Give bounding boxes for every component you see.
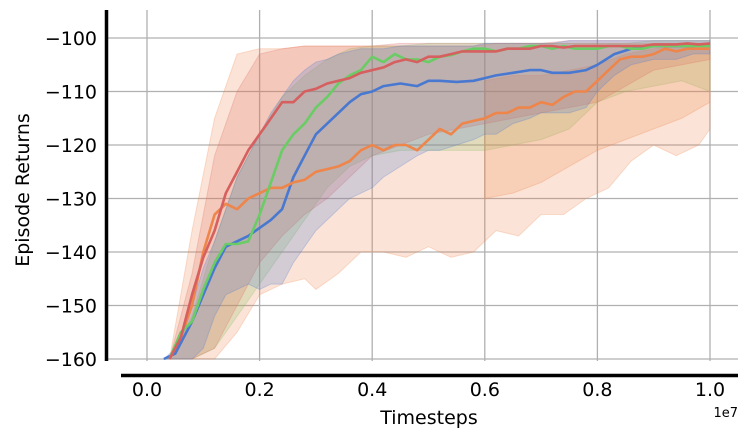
series-line bbox=[168, 47, 710, 360]
grid bbox=[108, 10, 738, 361]
x-tick-label: 0.0 bbox=[132, 379, 162, 401]
series-line bbox=[168, 42, 711, 360]
confidence-band bbox=[168, 40, 711, 360]
x-tick-label: 0.2 bbox=[244, 379, 274, 401]
y-tick-label: −150 bbox=[45, 296, 97, 318]
x-tick-labels: 0.0 0.2 0.4 0.6 0.8 1.0 bbox=[132, 379, 725, 401]
x-tick-label: 0.8 bbox=[582, 379, 612, 401]
y-tick-label: −130 bbox=[45, 189, 97, 211]
series-line bbox=[163, 43, 711, 361]
y-tick-label: −160 bbox=[45, 349, 97, 371]
y-axis-label: Episode Returns bbox=[12, 113, 34, 267]
y-tick-labels: −160 −150 −140 −130 −120 −110 −100 bbox=[45, 28, 97, 371]
confidence-band bbox=[484, 42, 711, 200]
confidence-band bbox=[168, 40, 711, 360]
x-axis-offset-label: 1e7 bbox=[713, 406, 738, 421]
y-tick-label: −110 bbox=[45, 82, 97, 104]
x-axis-label: Timesteps bbox=[379, 407, 478, 429]
series-lines bbox=[163, 42, 711, 361]
y-tick-label: −140 bbox=[45, 242, 97, 264]
x-tick-label: 0.4 bbox=[357, 379, 387, 401]
x-tick-label: 0.6 bbox=[470, 379, 500, 401]
confidence-band bbox=[162, 40, 711, 360]
x-tick-label: 1.0 bbox=[695, 379, 725, 401]
y-tick-label: −120 bbox=[45, 135, 97, 157]
y-tick-label: −100 bbox=[45, 28, 97, 50]
